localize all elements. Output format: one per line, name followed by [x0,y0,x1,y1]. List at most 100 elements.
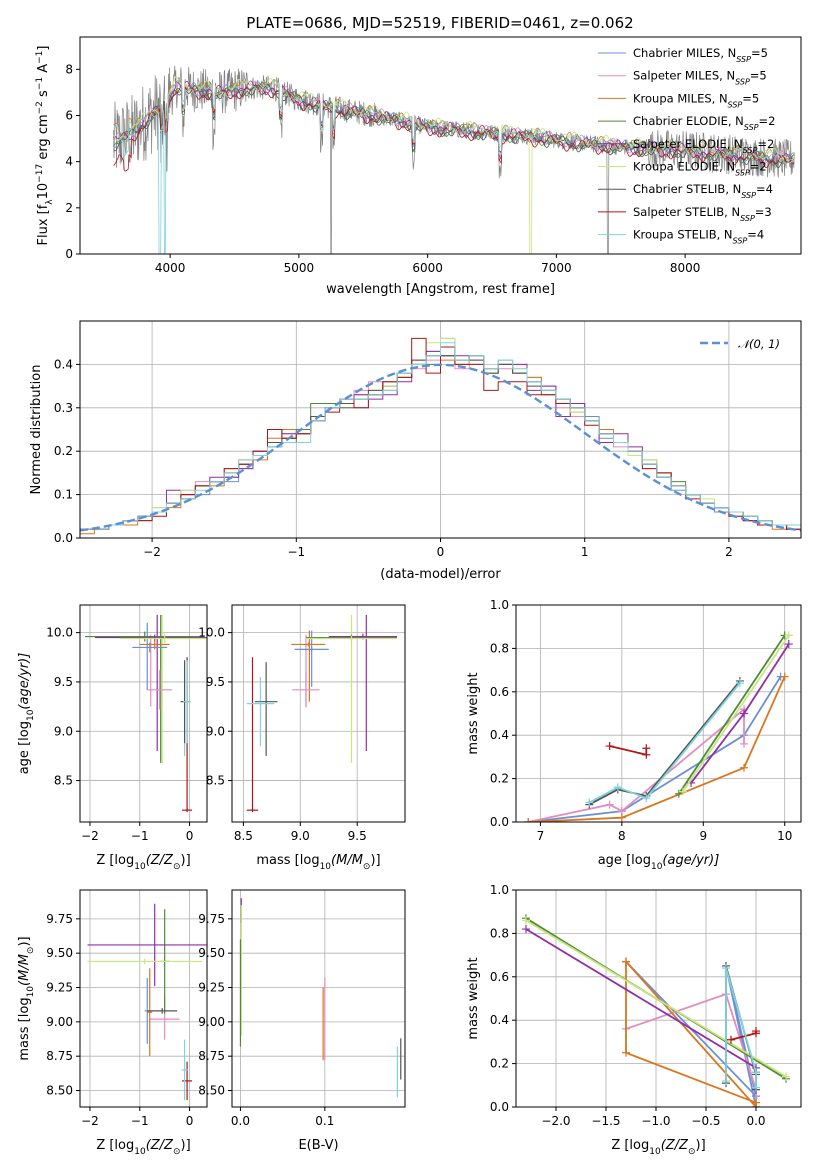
x-axis-label: Z [log10(Z/Z⊙)] [96,1138,190,1157]
mass-weight-marker [784,640,793,649]
x-axis-label: Z [log10(Z/Z⊙)] [96,853,190,872]
x-tick-label: 9.5 [348,829,367,843]
x-tick-label: −2 [143,545,161,559]
x-tick-label: 6000 [412,261,443,275]
y-axis-label: mass weight [466,957,481,1039]
legend-label: Chabrier STELIB, N [633,182,741,196]
y-tick-label: 0.1 [54,488,73,502]
legend-entry: 𝒩(0, 1) [738,337,780,351]
legend-suffix: =5 [742,91,759,105]
y-tick-label: 2 [65,201,73,215]
x-tick-label: −2.0 [541,1114,570,1128]
y-tick-label: 8.75 [198,1049,225,1063]
mass-weight-line [528,676,782,822]
axes-frame [79,320,802,539]
legend-suffix: =5 [750,69,767,83]
y-tick-label: 9.0 [54,724,73,738]
legend-sub: SSP [736,55,751,64]
label-part: Flux [f [36,204,51,245]
y-tick-label: 9.0 [206,724,225,738]
x-tick-label: 9 [699,829,707,843]
model-spectrum-line [113,75,795,254]
label-part: mass [log [17,997,32,1060]
mass-weight-marker [678,787,687,796]
label-part: E(B-V) [298,1138,338,1153]
label-part: Z [log [96,853,134,868]
label-part: −2 [35,101,45,114]
label-part: mass [log [256,853,319,868]
x-tick-label: 8000 [670,261,701,275]
legend-suffix: =5 [751,46,768,60]
y-tick-label: 6 [65,108,73,122]
plot-area [84,614,207,813]
mass-vs-ebv-panel: 0.0 0.1 8.50 8.75 9.00 9.25 9.50 9.75 E(B-V) [198,889,406,1153]
y-tick-label: 9.75 [198,912,225,926]
mass-weight-marker [522,916,530,925]
plot-area [239,898,402,1098]
legend-entry: Chabrier ELODIE, NSSP=2 [633,114,775,132]
label-part: 10 [26,986,36,998]
label-part: ⊙ [26,947,36,955]
model-spectrum-line [113,79,795,254]
mass-weight-marker [622,957,630,966]
y-tick-label: 10.0 [46,626,73,640]
mass-weight-marker [735,679,744,688]
x-tick-label: −2 [81,829,99,843]
x-tick-label: 7000 [541,261,572,275]
legend-entry: Kroupa STELIB, NSSP=4 [633,228,764,246]
mass-weight-marker [752,1083,760,1092]
y-tick-label: 0.0 [490,1100,509,1114]
mass-weight-marker [642,744,651,753]
label-part: ⊙ [173,862,181,872]
x-tick-label: 0.0 [746,1114,765,1128]
label-part: )] [17,936,32,946]
plot-area [524,631,793,822]
x-axis-label: wavelength [Angstrom, rest frame] [326,282,555,297]
mass-vs-metallicity-panel: −2 −1 08.508.759.009.259.509.75Z [log10(Z/… [17,889,208,1157]
legend-suffix: =2 [757,137,774,151]
mass-weight-marker [740,709,748,718]
y-tick-label: 9.50 [198,946,225,960]
y-tick-label: 4 [65,155,73,169]
mass-weight-line [525,919,787,1078]
plot-area [87,903,207,1101]
y-tick-label: 0.4 [490,1013,509,1027]
mass-weight-line [609,745,648,756]
label-part: 10 [36,183,51,200]
legend-label: Salpeter MILES, N [633,69,735,83]
y-axis-label: age [log10(age/yr)] [17,653,36,775]
label-part: 10 [651,862,663,872]
y-tick-label: 8 [65,62,73,76]
mass-weight-marker [642,794,651,803]
plot-area [113,65,795,254]
y-tick-label: 8.75 [46,1049,73,1063]
x-tick-label: −2 [81,1114,99,1128]
legend-label: Kroupa MILES, N [633,91,728,105]
y-tick-label: 9.25 [46,981,73,995]
x-tick-label: 0.1 [315,1114,334,1128]
x-tick-label: 0 [186,829,194,843]
mass-weight-line [725,967,757,1088]
x-tick-label: −0.5 [691,1114,720,1128]
mass-weight-marker [722,1076,730,1085]
y-tick-label: 8.50 [198,1084,225,1098]
y-tick-label: 0.4 [54,357,73,371]
axes-frame [79,36,802,255]
x-axis-label: (data-model)/error [380,567,501,582]
plot-area [522,914,790,1107]
label-part: (age/yr)] [17,653,32,710]
mass-weight-marker [784,631,793,640]
mass-weight-line [525,928,757,1073]
label-part: ⊙ [363,862,371,872]
label-part: 10 [134,862,146,872]
legend-label: Kroupa STELIB, N [633,228,733,242]
y-tick-label: 9.75 [46,912,73,926]
mass-weight-marker [617,813,626,822]
legend-suffix: =2 [759,114,776,128]
mass-weight-line [588,680,741,806]
y-axis-label: Normed distribution [29,365,44,495]
mass-weight-marker [622,1048,630,1057]
label-part: )] [181,853,191,868]
mass-weight-marker [522,925,530,934]
